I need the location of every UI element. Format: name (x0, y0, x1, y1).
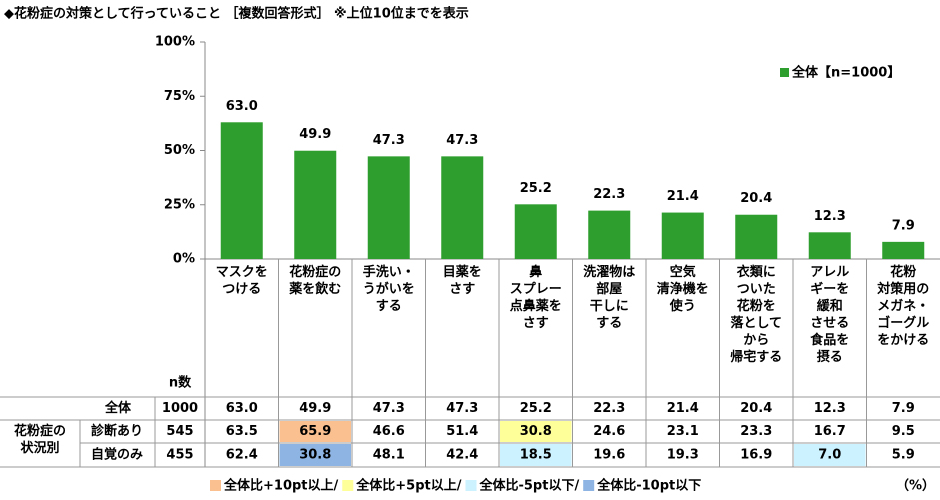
table-cell: 30.8 (299, 448, 331, 463)
legend-label: 全体【n=1000】 (791, 65, 900, 81)
table-cell: 51.4 (446, 424, 478, 439)
table-cell: 19.3 (667, 448, 699, 463)
value-label: 21.4 (667, 189, 699, 204)
bar (661, 212, 704, 259)
value-label: 12.3 (814, 209, 846, 224)
category-label: 洗濯物は 部屋 干しに する (583, 265, 636, 331)
footer-swatch (465, 480, 477, 491)
footer-label: 全体比+5pt以上/ (355, 478, 461, 494)
table-cell: 30.8 (520, 424, 552, 439)
category-label: 花粉症の 薬を飲む (289, 265, 342, 297)
y-tick-label: 75% (164, 89, 195, 104)
bar (735, 214, 778, 259)
bar (808, 232, 851, 259)
y-tick-label: 0% (173, 252, 195, 267)
footer-swatch (342, 480, 354, 491)
unit-label: （%） (896, 478, 935, 494)
legend-swatch (780, 68, 789, 77)
table-cell: 12.3 (814, 401, 846, 416)
n-header: n数 (169, 375, 192, 391)
table-cell: 16.7 (814, 424, 846, 439)
row-label: 自覚のみ (91, 447, 143, 463)
footer-label: 全体比-5pt以下/ (478, 478, 579, 494)
cell-highlight (794, 444, 866, 466)
table-cell: 63.0 (226, 401, 258, 416)
y-tick-label: 50% (164, 143, 195, 158)
chart-title: ◆花粉症の対策として行っていること ［複数回答形式］ ※上位10位までを表示 (4, 6, 469, 22)
footer-swatch (583, 480, 595, 491)
table-cell: 16.9 (740, 448, 772, 463)
category-label: 手洗い・ うがいを する (362, 265, 415, 314)
table-cell: 7.9 (892, 401, 915, 416)
value-label: 47.3 (373, 133, 405, 148)
y-tick-label: 25% (164, 197, 195, 212)
bar (514, 204, 557, 259)
table-cell: 22.3 (593, 401, 625, 416)
cell-highlight (279, 444, 351, 466)
bar (441, 156, 484, 259)
category-label: 衣類に ついた 花粉を 落として から 帰宅する (730, 265, 783, 365)
table-cell: 19.6 (593, 448, 625, 463)
category-label: 鼻 スプレー 点鼻薬を さす (509, 265, 562, 331)
bar (294, 150, 337, 259)
row-n: 1000 (162, 401, 198, 416)
table-cell: 21.4 (667, 401, 699, 416)
y-tick-label: 100% (155, 35, 195, 50)
row-label: 診断あり (91, 423, 143, 439)
table-cell: 20.4 (740, 401, 772, 416)
table-cell: 63.5 (226, 424, 258, 439)
table-cell: 24.6 (593, 424, 625, 439)
value-label: 49.9 (299, 127, 331, 142)
value-label: 22.3 (593, 187, 625, 202)
footer-label: 全体比+10pt以上/ (223, 478, 339, 494)
value-label: 25.2 (520, 181, 552, 196)
group-label: 花粉症の 状況別 (13, 424, 66, 456)
bar (220, 122, 263, 259)
value-label: 63.0 (226, 99, 258, 114)
row-n: 545 (166, 424, 193, 439)
table-cell: 5.9 (892, 448, 915, 463)
table-cell: 23.3 (740, 424, 772, 439)
table-cell: 25.2 (520, 401, 552, 416)
category-label: マスクを つける (215, 265, 268, 297)
category-label: 空気 清浄機を 使う (656, 265, 709, 314)
table-cell: 7.0 (818, 448, 841, 463)
table-cell: 48.1 (373, 448, 405, 463)
bar (882, 241, 925, 259)
table-cell: 47.3 (373, 401, 405, 416)
row-label: 全体 (104, 400, 132, 416)
category-label: 目薬を さす (442, 265, 482, 297)
table-cell: 9.5 (892, 424, 915, 439)
table-cell: 49.9 (299, 401, 331, 416)
category-label: 花粉 対策用の メガネ・ ゴーグル をかける (877, 265, 930, 348)
category-label: アレル ギーを 緩和 させる 食品を 摂る (810, 265, 850, 365)
table-cell: 18.5 (520, 448, 552, 463)
bar (588, 210, 631, 259)
bar (367, 156, 410, 259)
cell-highlight (500, 421, 572, 442)
cell-highlight (279, 421, 351, 442)
table-cell: 65.9 (299, 424, 331, 439)
footer-label: 全体比-10pt以下 (596, 478, 701, 494)
footer-swatch (210, 480, 221, 491)
row-n: 455 (166, 448, 193, 463)
table-cell: 62.4 (226, 448, 258, 463)
cell-highlight (500, 444, 572, 466)
table-cell: 42.4 (446, 448, 478, 463)
table-cell: 46.6 (373, 424, 405, 439)
value-label: 47.3 (446, 133, 478, 148)
value-label: 7.9 (892, 218, 915, 233)
value-label: 20.4 (740, 191, 772, 206)
table-cell: 47.3 (446, 401, 478, 416)
table-cell: 23.1 (667, 424, 699, 439)
